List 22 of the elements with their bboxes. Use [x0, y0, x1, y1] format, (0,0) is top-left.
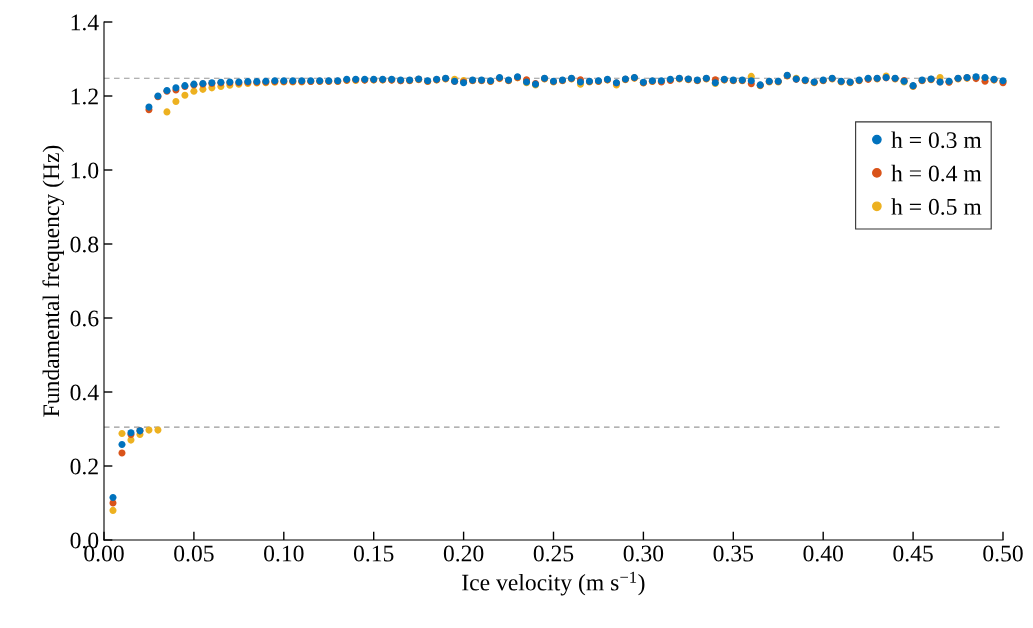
legend-label: h = 0.5 m: [891, 198, 982, 215]
legend-label: h = 0.3 m: [891, 131, 982, 149]
x-axis-title: Ice velocity (m s$^{−1}$): [462, 571, 645, 596]
y-tick-label: 0.2: [70, 458, 98, 475]
legend-label: h = 0.4 m: [891, 164, 982, 182]
y-tick-label: 1.2: [71, 88, 98, 105]
x-tick-label: 0.45: [893, 545, 933, 562]
x-tick-label: 0.10: [264, 545, 304, 562]
y-tick-label: 0.6: [70, 310, 99, 327]
x-tick-label: 0.15: [353, 545, 394, 562]
x-tick-label: 0.40: [803, 545, 843, 562]
x-tick-label: 0.20: [443, 545, 484, 562]
x-tick-label: 0.35: [713, 545, 754, 562]
y-tick-label: 0.4: [70, 384, 99, 401]
x-tick-label: 0.25: [533, 545, 574, 562]
y-tick-label: 1.0: [71, 162, 99, 179]
x-tick-label: 0.05: [174, 545, 214, 562]
y-tick-label: 0.8: [70, 236, 99, 253]
y-axis-title: Fundamental frequency (Hz): [42, 145, 65, 417]
y-tick-label: 1.4: [71, 14, 99, 31]
x-tick-label: 0.50: [983, 545, 1023, 562]
x-tick-label: 0.30: [623, 545, 664, 562]
